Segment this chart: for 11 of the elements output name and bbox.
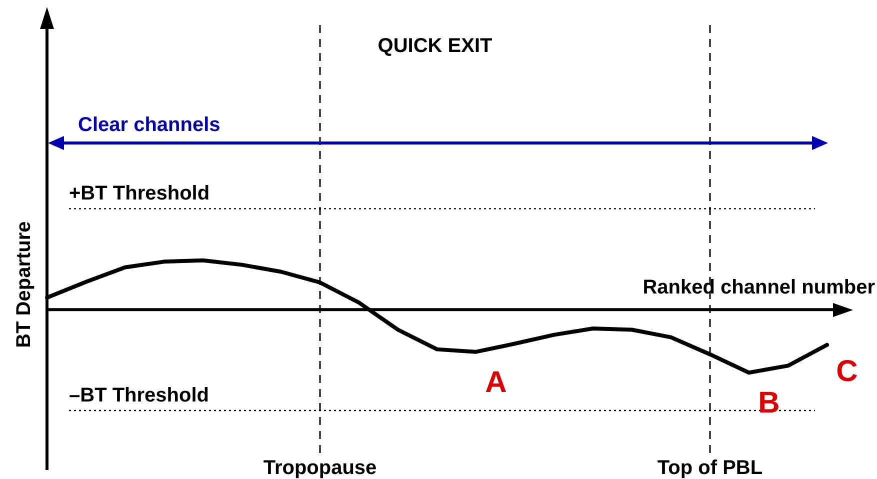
y-axis-title: BT Departure (13, 221, 35, 348)
x-axis-title: Ranked channel number (642, 276, 876, 299)
ref-line-label: –BT Threshold (69, 384, 210, 406)
annotation: B (758, 386, 780, 420)
x-tick-label: Top of PBL (657, 457, 763, 479)
ref-line-label: +BT Threshold (69, 182, 210, 205)
annotation: C (836, 354, 858, 388)
annotation: A (485, 366, 507, 399)
text: Clear channels (78, 114, 220, 136)
x-tick-label: Tropopause (263, 457, 377, 479)
chart-title: QUICK EXIT (378, 35, 492, 57)
